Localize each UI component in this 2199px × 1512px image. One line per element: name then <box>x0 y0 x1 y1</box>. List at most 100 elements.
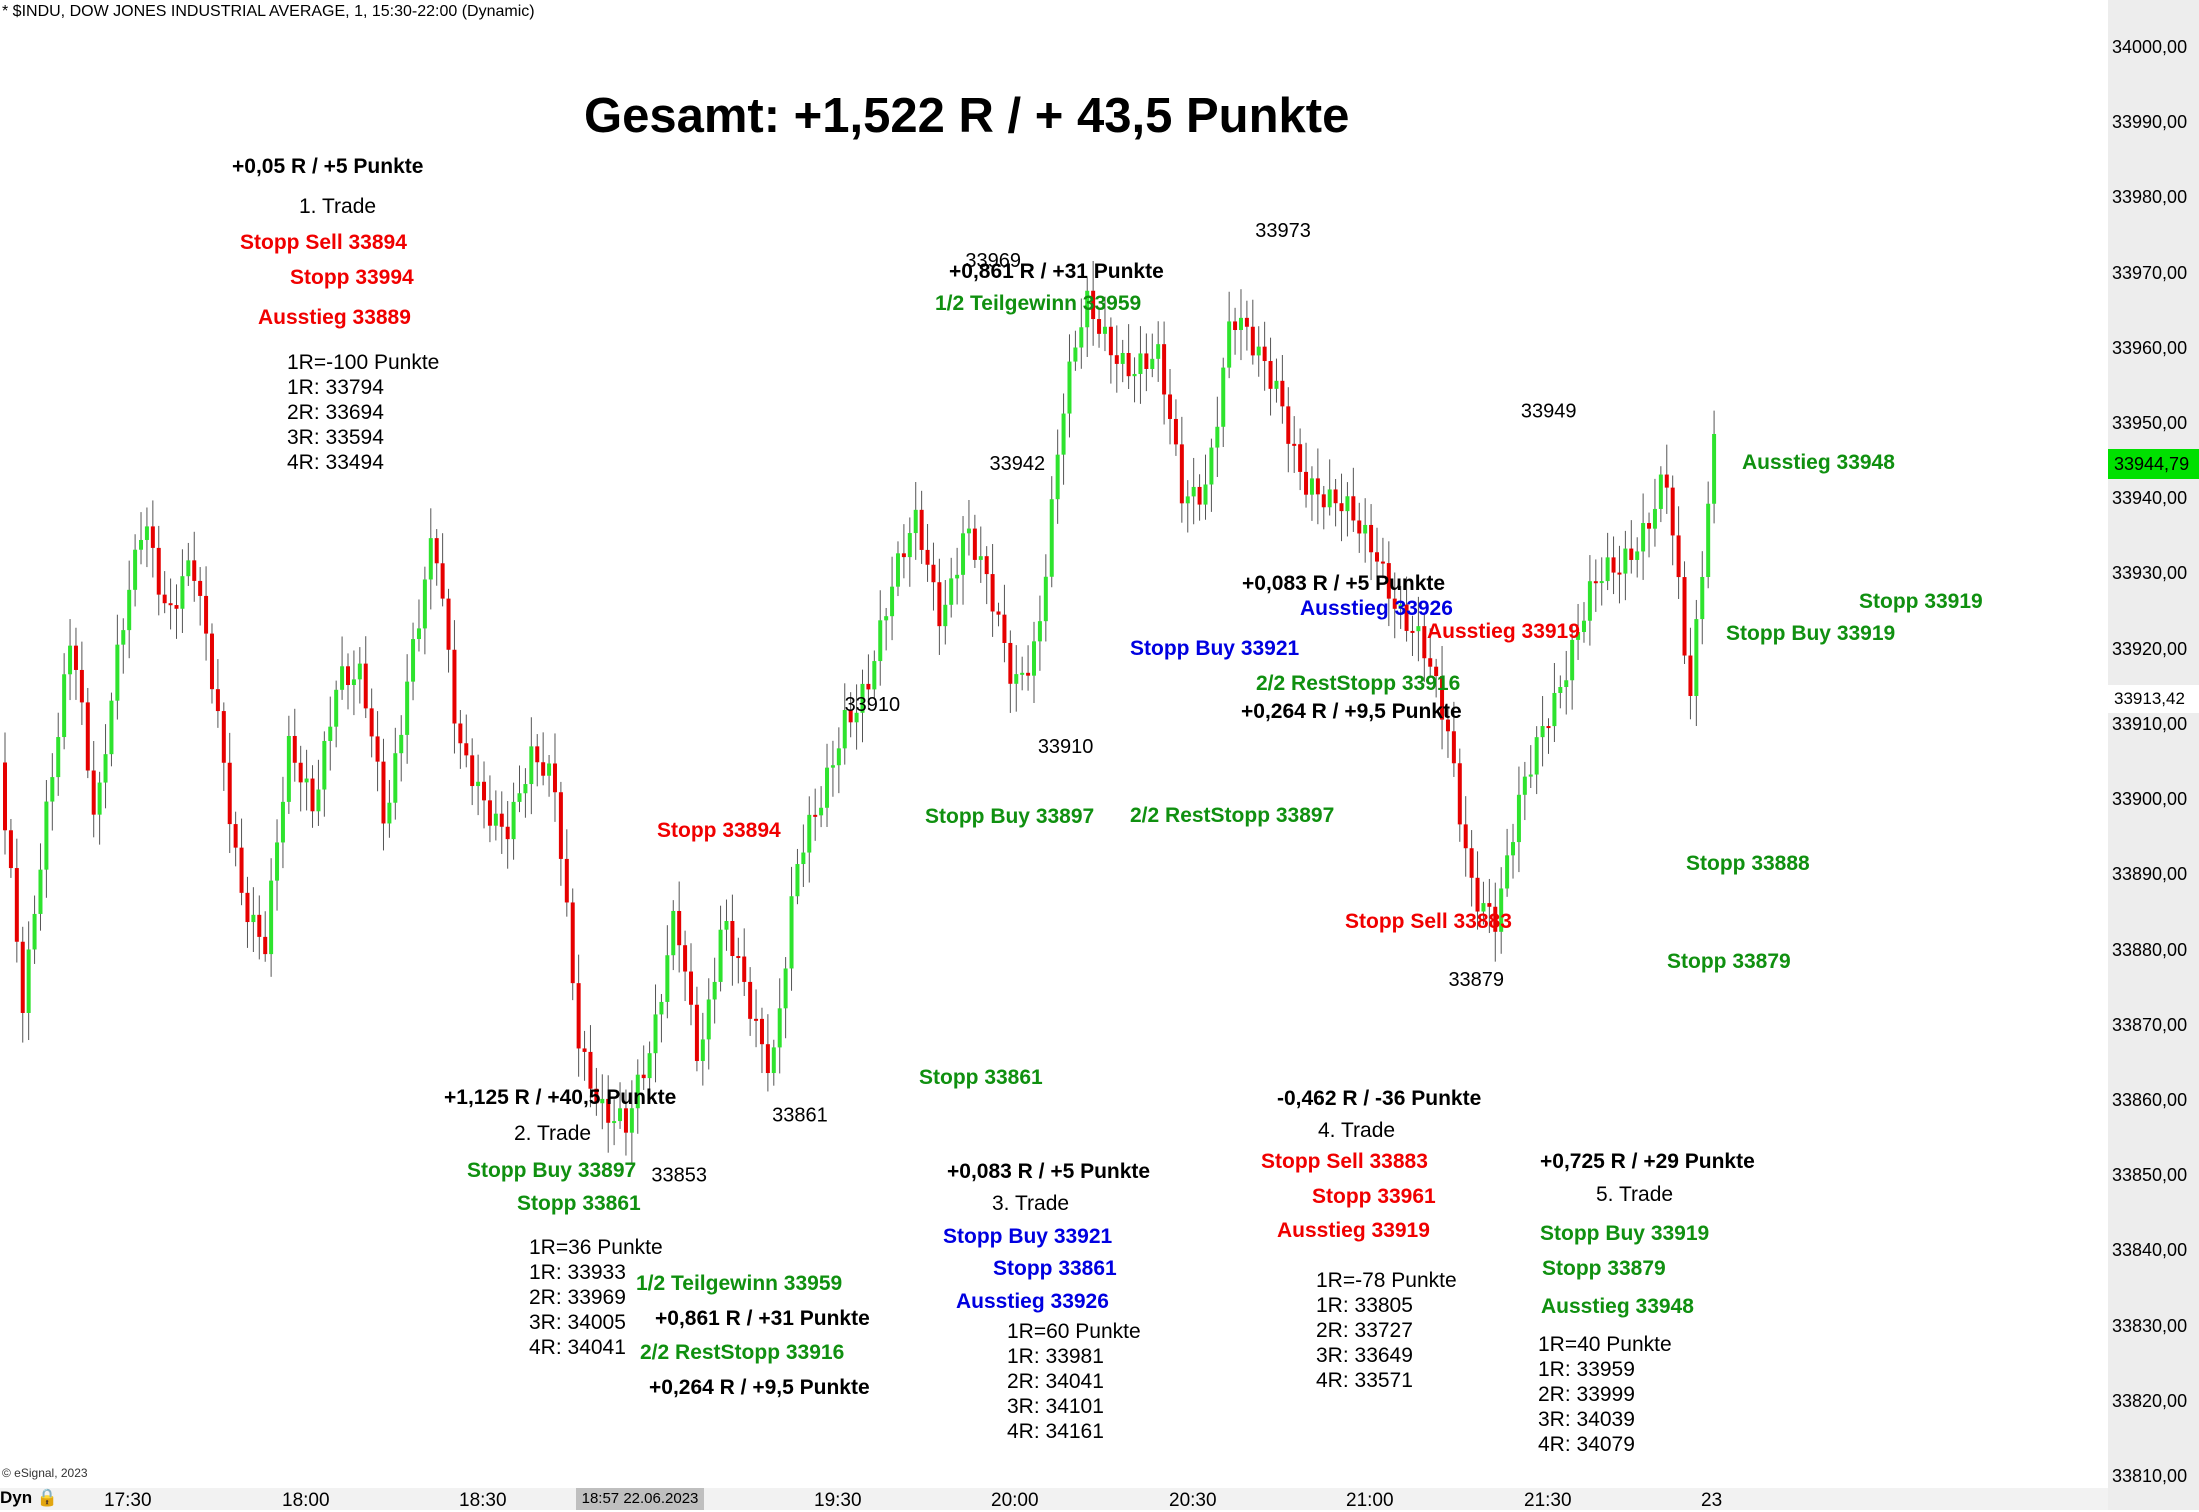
candle-body <box>1552 692 1557 727</box>
lock-icon[interactable]: 🔒 <box>36 1488 59 1507</box>
candle-body <box>381 761 386 824</box>
candle-body <box>304 778 309 783</box>
time-axis[interactable] <box>0 1488 2108 1510</box>
trade4-name: 4. Trade <box>1318 1119 1396 1142</box>
candle-body <box>470 755 475 787</box>
candle-body <box>144 526 149 540</box>
candle-body <box>133 549 138 590</box>
candle-body <box>996 611 1001 615</box>
time-stamp-box: 18:57 22.06.2023 <box>576 1488 704 1510</box>
candle-body <box>215 689 220 712</box>
candle-body <box>635 1074 640 1109</box>
dyn-label[interactable]: Dyn 🔒 <box>0 1488 59 1507</box>
candle-body <box>771 1047 776 1074</box>
candle-body <box>1505 855 1510 889</box>
candle-body <box>1664 474 1669 488</box>
candle-body <box>109 700 114 755</box>
price-extreme-label: 33853 <box>651 1165 707 1187</box>
trade4-r4: 4R: 33571 <box>1316 1369 1413 1392</box>
candle-body <box>1700 576 1705 620</box>
candle-body <box>1315 478 1320 495</box>
candle-body <box>1416 626 1421 632</box>
candle-body <box>1481 903 1486 912</box>
candle-body <box>1108 326 1113 356</box>
candle-body <box>1043 576 1048 622</box>
candle-body <box>1197 486 1202 505</box>
candle-body <box>724 921 729 930</box>
candle-body <box>1652 508 1657 529</box>
price-axis[interactable] <box>2108 0 2199 1510</box>
candle-body <box>209 633 214 690</box>
candle-body <box>14 868 19 942</box>
candle-body <box>32 913 37 950</box>
candle-body <box>618 1108 623 1122</box>
candle-body <box>1528 774 1533 777</box>
candle-body <box>629 1108 634 1133</box>
y-tick-label: 33930,00 <box>2112 563 2188 584</box>
candle-body <box>1203 484 1208 505</box>
candle-body <box>91 770 96 815</box>
candle-body <box>943 604 948 627</box>
trade1-r3: 3R: 33594 <box>287 426 384 449</box>
candle-body <box>298 762 303 783</box>
candle-body <box>1120 352 1125 364</box>
candle-body <box>895 553 900 587</box>
candle-body <box>1351 496 1356 521</box>
annotation-reststopp-33897: 2/2 RestStopp 33897 <box>1130 804 1335 827</box>
candle-body <box>1292 443 1297 446</box>
candle-body <box>257 914 262 937</box>
y-tick-label: 33910,00 <box>2112 713 2188 734</box>
copyright: © eSignal, 2023 <box>2 1466 88 1480</box>
trade2-rest-result: +0,264 R / +9,5 Punkte <box>649 1376 870 1399</box>
candle-body <box>245 892 250 923</box>
annotation-stopp-33919: Stopp 33919 <box>1859 590 1983 613</box>
annotation-stopp-33888: Stopp 33888 <box>1686 852 1810 875</box>
last-price-box: 33944,79 <box>2108 449 2199 479</box>
candle-body <box>1363 524 1368 534</box>
candle-body <box>97 782 102 815</box>
candle-body <box>1002 614 1007 643</box>
candle-body <box>582 1048 587 1052</box>
candle-body <box>931 564 936 583</box>
candle-body <box>233 824 238 848</box>
trade2-partial-result: +0,861 R / +31 Punkte <box>655 1307 870 1330</box>
y-tick-label: 33920,00 <box>2112 638 2188 659</box>
candle-body <box>85 702 90 771</box>
candle-body <box>162 594 167 604</box>
trade2-r1: 1R: 33933 <box>529 1261 626 1284</box>
candle-body <box>1712 433 1717 504</box>
candle-body <box>1688 655 1693 696</box>
candle-body <box>275 842 280 881</box>
trade5-r1: 1R: 33959 <box>1538 1358 1635 1381</box>
candle-body <box>20 941 25 1013</box>
candle-body <box>482 781 487 801</box>
trade3-result: +0,083 R / +5 Punkte <box>947 1160 1151 1183</box>
candle-body <box>825 767 830 808</box>
candle-body <box>505 826 510 840</box>
annotation-stopp-buy-33921: Stopp Buy 33921 <box>1130 637 1300 660</box>
candle-body <box>1233 321 1238 331</box>
y-tick-label: 34000,00 <box>2112 37 2188 57</box>
candle-body <box>1097 319 1102 334</box>
candle-body <box>286 735 291 802</box>
candle-body <box>1309 478 1314 495</box>
candle-body <box>1457 763 1462 825</box>
candle-body <box>535 746 540 763</box>
candle-body <box>1085 290 1090 328</box>
candle-body <box>547 763 552 776</box>
candle-body <box>1676 535 1681 578</box>
chart-plot-area[interactable]: 33969 33973 33942 33910 33910 33949 33879 33861… <box>0 0 2108 1488</box>
candle-body <box>866 683 871 690</box>
candle-body <box>552 763 557 793</box>
candle-body <box>647 1053 652 1079</box>
candle-body <box>1168 394 1173 419</box>
x-tick-label: 20:30 <box>1169 1490 1217 1511</box>
candle-body <box>1014 674 1019 684</box>
y-tick-label: 33940,00 <box>2112 488 2188 509</box>
candle-body <box>8 830 13 869</box>
candle-body <box>1333 489 1338 504</box>
candle-body <box>1599 581 1604 584</box>
candle-body <box>68 645 73 675</box>
candle-body <box>1522 776 1527 795</box>
candle-body <box>1345 496 1350 512</box>
